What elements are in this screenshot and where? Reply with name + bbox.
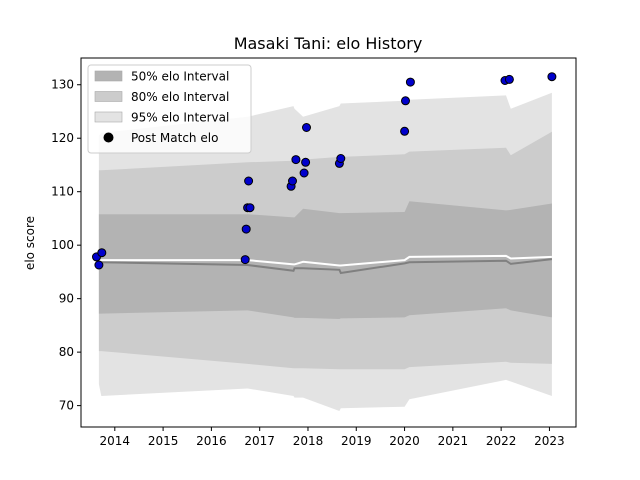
y-axis-label: elo score: [23, 216, 37, 270]
y-tick-label: 80: [59, 345, 74, 359]
x-tick-label: 2017: [244, 434, 275, 448]
legend-label-post-match-elo: Post Match elo: [131, 131, 218, 145]
legend-swatch-80-elo-interval: [94, 91, 123, 102]
post-match-point: [400, 126, 410, 136]
x-axis: 2014 2015 2016 2017 2018 2019 2020 2021 2022 2023: [100, 427, 565, 448]
post-match-point: [302, 123, 311, 132]
y-axis: 70 80 90 100 110 120 130: [51, 78, 81, 413]
post-match-point: [301, 157, 311, 167]
post-match-point: [240, 255, 250, 265]
post-match-point: [547, 72, 557, 82]
post-match-point: [241, 224, 251, 234]
interval-bands: [98, 92, 552, 412]
50-elo-interval-band: [98, 201, 552, 319]
post-match-points: [92, 72, 557, 270]
legend-marker-post-match-elo: [103, 132, 114, 143]
x-tick-label: 2021: [438, 434, 469, 448]
chart-title: Masaki Tani: elo History: [234, 34, 423, 53]
post-match-point: [405, 77, 415, 87]
legend-label-80-elo-interval: 80% elo Interval: [131, 90, 229, 104]
post-match-point: [291, 155, 301, 165]
post-match-point: [504, 74, 514, 84]
post-match-point: [288, 176, 297, 186]
post-match-point: [244, 176, 254, 186]
x-tick-label: 2019: [341, 434, 372, 448]
plot-frame: [80, 57, 577, 428]
x-tick-label: 2022: [486, 434, 517, 448]
legend-swatch-95-elo-interval: [94, 111, 123, 123]
x-tick-label: 2023: [534, 434, 565, 448]
x-tick-label: 2016: [196, 434, 227, 448]
y-tick-label: 100: [51, 238, 74, 252]
post-match-point: [245, 203, 255, 213]
post-match-point: [97, 248, 107, 258]
legend-label-95-elo-interval: 95% elo Interval: [131, 111, 229, 125]
y-tick-label: 120: [51, 131, 74, 145]
y-tick-label: 110: [51, 185, 74, 199]
legend-label-50-elo-interval: 50% elo Interval: [131, 70, 229, 84]
post-match-point: [94, 260, 104, 270]
legend-swatch-50-elo-interval: [94, 70, 123, 82]
y-tick-label: 130: [51, 78, 74, 92]
y-tick-label: 70: [59, 399, 74, 413]
x-tick-label: 2020: [389, 434, 420, 448]
mean-elo-line: [98, 258, 553, 275]
legend: 50% elo Interval 80% elo Interval 95% elo …: [87, 64, 252, 154]
post-match-point: [401, 96, 410, 106]
legend-box: [87, 64, 252, 154]
x-tick-label: 2014: [100, 434, 131, 448]
post-match-point: [336, 154, 346, 163]
y-tick-label: 90: [59, 292, 74, 306]
x-tick-label: 2015: [148, 434, 179, 448]
post-match-point: [299, 168, 309, 178]
x-tick-label: 2018: [293, 434, 324, 448]
